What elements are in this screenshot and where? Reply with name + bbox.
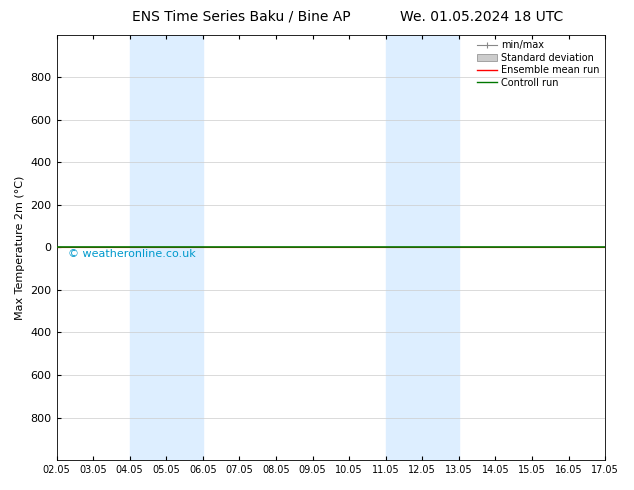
Text: ENS Time Series Baku / Bine AP: ENS Time Series Baku / Bine AP [132,10,350,24]
Y-axis label: Max Temperature 2m (°C): Max Temperature 2m (°C) [15,175,25,319]
Bar [385,35,459,460]
Bar [130,35,203,460]
Text: © weatheronline.co.uk: © weatheronline.co.uk [67,249,195,260]
Text: We. 01.05.2024 18 UTC: We. 01.05.2024 18 UTC [400,10,564,24]
Legend: min/max, Standard deviation, Ensemble mean run, Controll run: min/max, Standard deviation, Ensemble me… [474,37,603,92]
